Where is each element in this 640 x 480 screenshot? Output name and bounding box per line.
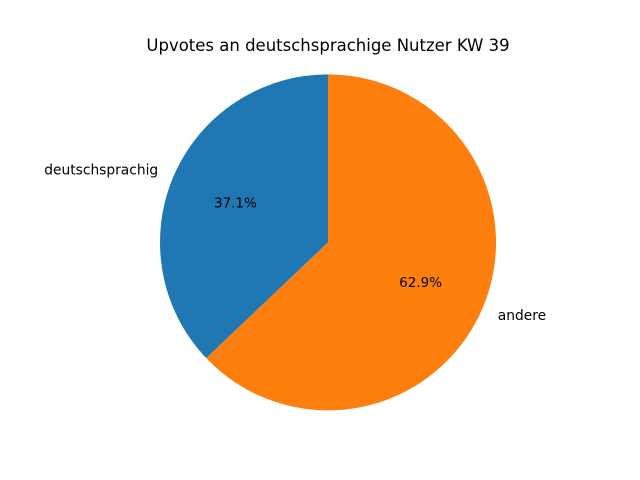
chart-title: Upvotes an deutschsprachige Nutzer KW 39: [146, 36, 510, 55]
pie-category-label-deutschsprachig: deutschsprachig: [44, 162, 158, 178]
pie-category-label-andere: andere: [498, 308, 546, 324]
pie-slice-deutschsprachig: [160, 74, 328, 359]
pie-pct-label-deutschsprachig: 37.1%: [214, 195, 257, 211]
pie-pct-label-andere: 62.9%: [399, 275, 442, 291]
pie-slice-andere: [206, 74, 497, 411]
